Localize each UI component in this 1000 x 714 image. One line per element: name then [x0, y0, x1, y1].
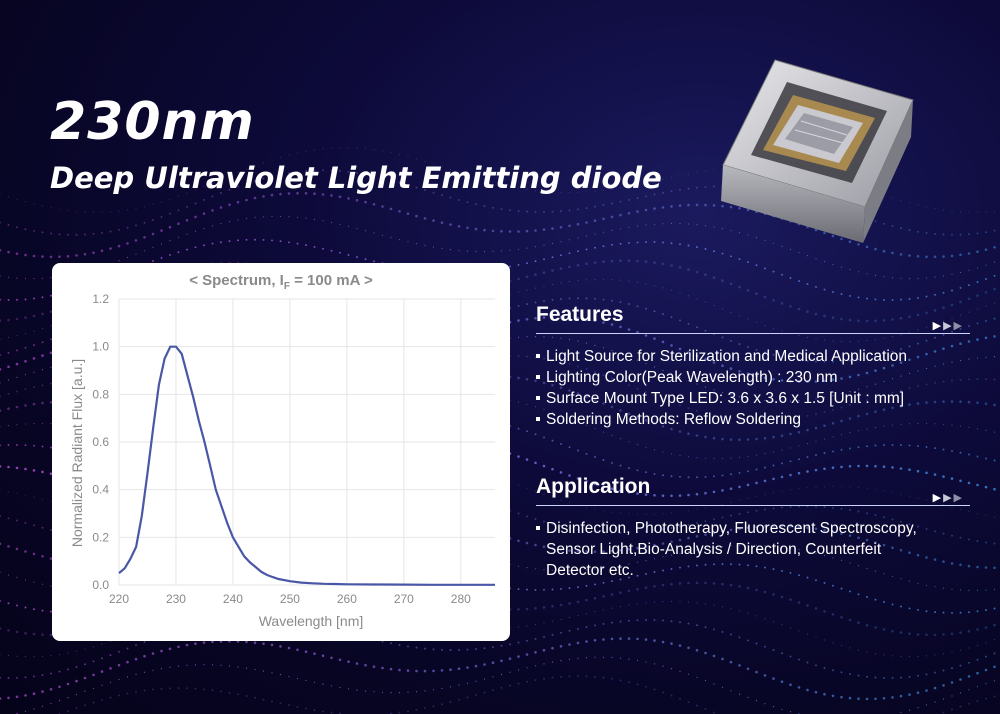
y-tick-label: 0.2 [92, 530, 109, 544]
list-item: Disinfection, Phototherapy, Fluorescent … [536, 518, 976, 581]
x-tick-label: 260 [337, 592, 357, 606]
features-title: Features [536, 303, 624, 326]
spectrum-chart: < Spectrum, IF = 100 mA > 0.0 0.2 0.4 0.6 0.… [69, 272, 495, 629]
spectrum-chart-card: < Spectrum, IF = 100 mA > 0.0 0.2 0.4 0.6 0.… [52, 263, 510, 641]
y-tick-label: 1.0 [92, 340, 109, 354]
list-item: Light Source for Sterilization and Medic… [536, 346, 976, 367]
y-tick-label: 0.0 [92, 578, 109, 592]
y-tick-label: 0.8 [92, 387, 109, 401]
headline-wavelength: 230nm [50, 92, 255, 152]
x-tick-label: 250 [280, 592, 300, 606]
x-tick-label: 240 [223, 592, 243, 606]
chart-xlabel: Wavelength [nm] [259, 613, 364, 629]
features-section: Features ▶▶▶ Light Source for Sterilizat… [536, 303, 976, 430]
x-tick-label: 270 [394, 592, 414, 606]
led-package-image [721, 59, 914, 243]
spectrum-curve [118, 345, 495, 586]
y-tick-label: 1.2 [92, 292, 109, 306]
application-line: Detector etc. [546, 562, 634, 579]
list-item: Lighting Color(Peak Wavelength) : 230 nm [536, 367, 976, 388]
x-tick-label: 230 [166, 592, 186, 606]
list-item: Soldering Methods: Reflow Soldering [536, 409, 976, 430]
triple-chevron-right-icon: ▶▶▶ [932, 492, 964, 504]
triple-chevron-right-icon: ▶▶▶ [932, 320, 964, 332]
headline: 230nm Deep Ultraviolet Light Emitting di… [50, 92, 662, 196]
y-tick-label: 0.4 [92, 483, 109, 497]
x-tick-label: 220 [109, 592, 129, 606]
x-tick-label: 280 [451, 592, 471, 606]
application-section: Application ▶▶▶ Disinfection, Photothera… [536, 475, 976, 581]
application-list: Disinfection, Phototherapy, Fluorescent … [536, 518, 976, 581]
list-item: Surface Mount Type LED: 3.6 x 3.6 x 1.5 … [536, 388, 976, 409]
application-line: Sensor Light,Bio-Analysis / Direction, C… [546, 541, 882, 558]
application-line: Disinfection, Phototherapy, Fluorescent … [546, 520, 917, 537]
features-list: Light Source for Sterilization and Medic… [536, 346, 976, 430]
features-divider: ▶▶▶ [536, 320, 970, 334]
y-tick-label: 0.6 [92, 435, 109, 449]
chart-ylabel: Normalized Radiant Flux [a.u.] [69, 359, 85, 547]
headline-subtitle: Deep Ultraviolet Light Emitting diode [50, 161, 662, 195]
chart-title: < Spectrum, IF = 100 mA > [189, 272, 373, 292]
application-divider: ▶▶▶ [536, 492, 970, 506]
application-title: Application [536, 475, 651, 498]
